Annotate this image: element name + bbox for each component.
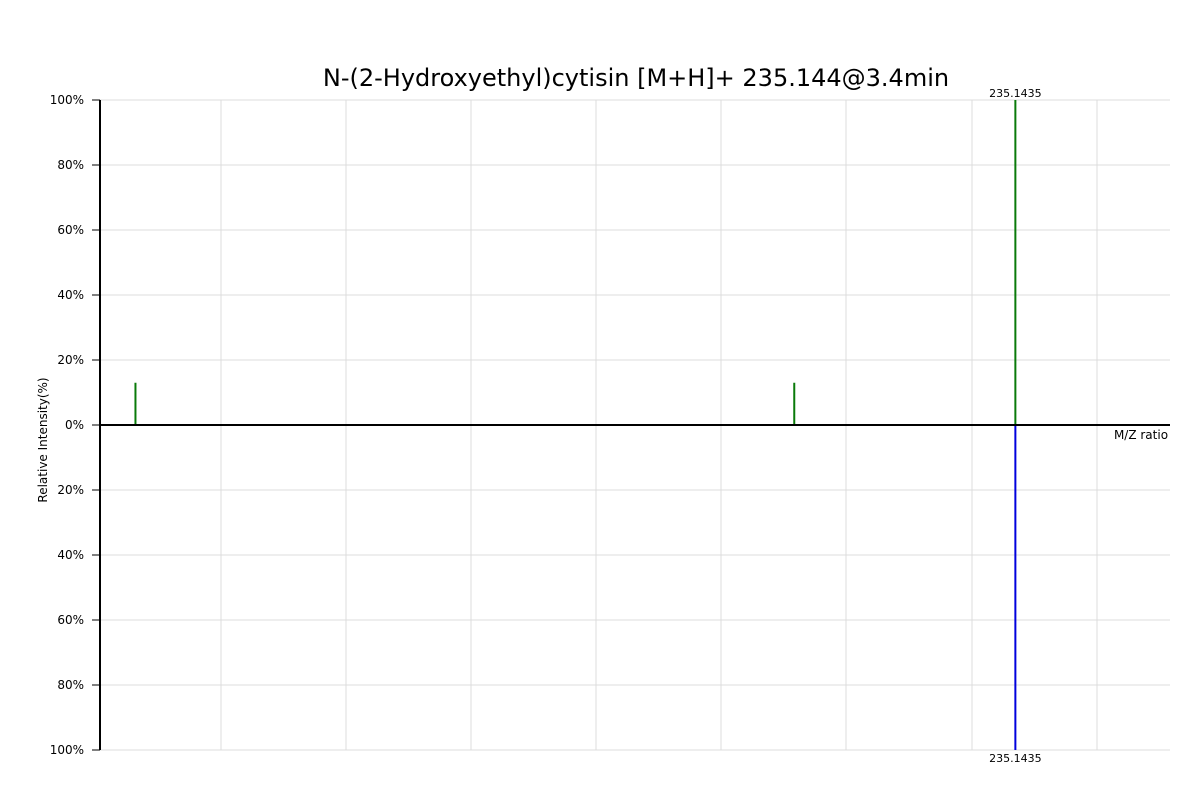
peak-label: 235.1435 bbox=[989, 87, 1042, 100]
y-tick-label: 100% bbox=[50, 743, 84, 757]
y-axis-title: Relative Intensity(%) bbox=[36, 377, 50, 502]
y-tick-label: 60% bbox=[57, 223, 84, 237]
chart-title: N-(2-Hydroxyethyl)cytisin [M+H]+ 235.144… bbox=[323, 64, 949, 92]
peaks: 235.1435 235.1435 bbox=[134, 87, 1042, 765]
y-tick-label: 20% bbox=[57, 353, 84, 367]
y-tick-label: 40% bbox=[57, 548, 84, 562]
y-tick-label: 40% bbox=[57, 288, 84, 302]
y-tick-label: 100% bbox=[50, 93, 84, 107]
y-tick-label: 80% bbox=[57, 158, 84, 172]
y-tick-label: 0% bbox=[65, 418, 84, 432]
y-tick-label: 60% bbox=[57, 613, 84, 627]
y-axis-ticks: 100% 80% 60% 40% 20% 0% 20% 40% 60% 80% 100% bbox=[50, 93, 100, 757]
y-tick-label: 20% bbox=[57, 483, 84, 497]
peak-label: 235.1435 bbox=[989, 752, 1042, 765]
y-tick-label: 80% bbox=[57, 678, 84, 692]
x-axis-title: M/Z ratio bbox=[1114, 428, 1168, 442]
